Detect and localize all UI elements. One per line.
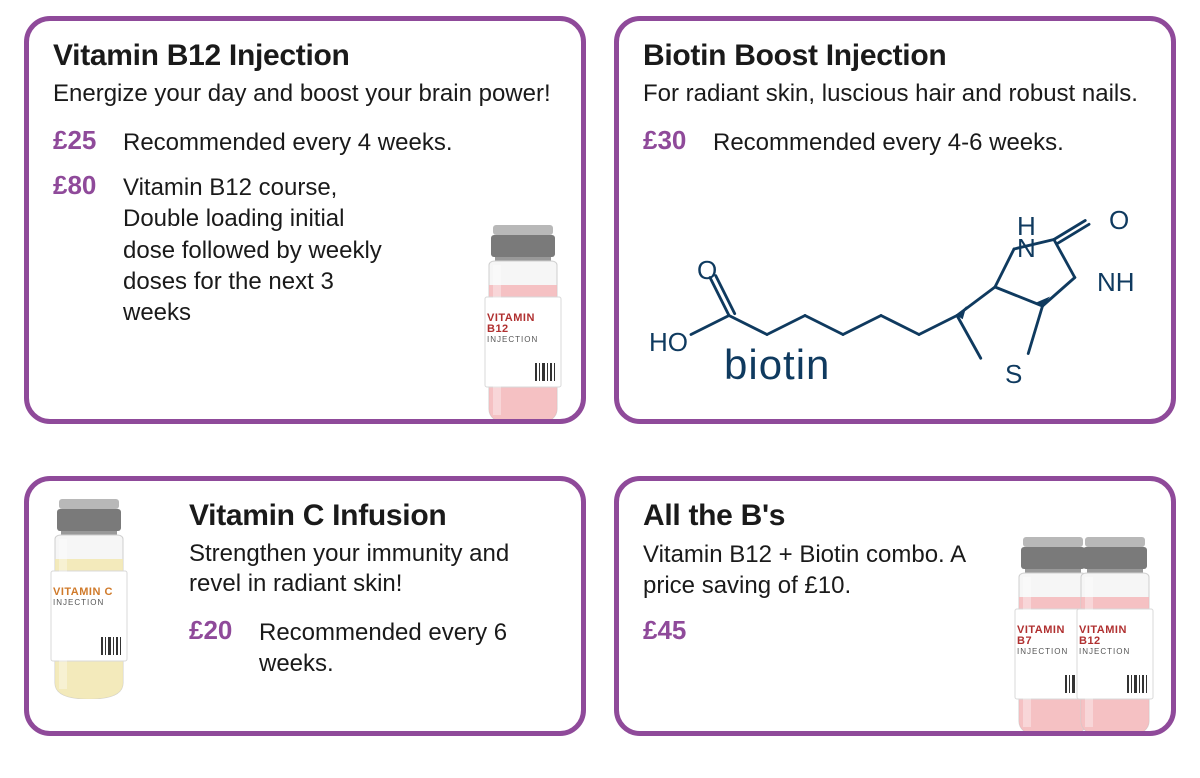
card-title: Biotin Boost Injection [643, 39, 1147, 73]
atom-o: O [697, 255, 717, 286]
price-desc: Recommended every 4-6 weeks. [713, 125, 1064, 158]
card-vitamin-c: VITAMIN C INJECTION Vitamin C Infusion S… [24, 476, 586, 736]
card-vitamin-b12: Vitamin B12 Injection Energize your day … [24, 16, 586, 424]
price-value: £30 [643, 125, 699, 156]
card-biotin: Biotin Boost Injection For radiant skin,… [614, 16, 1176, 424]
card-tagline: Strengthen your immunity and revel in ra… [189, 539, 557, 599]
atom-s: S [1005, 359, 1022, 390]
card-all-the-bs: All the B's Vitamin B12 + Biotin combo. … [614, 476, 1176, 736]
card-title: All the B's [643, 499, 1147, 533]
price-row: £20 Recommended every 6 weeks. [189, 615, 557, 679]
card-title: Vitamin C Infusion [189, 499, 557, 533]
card-title: Vitamin B12 Injection [53, 39, 557, 73]
atom-nh: NH [1097, 267, 1135, 298]
biotin-molecule-icon: OHOHNONHSbiotin [649, 211, 1151, 401]
vial-icon: VITAMIN C INJECTION [39, 499, 139, 699]
atom-o2: O [1109, 205, 1129, 236]
price-row: £30 Recommended every 4-6 weeks. [643, 125, 1147, 158]
card-body: Vitamin B12 + Biotin combo. A price savi… [643, 539, 1003, 601]
price-row: £25 Recommended every 4 weeks. [53, 125, 557, 158]
pricing-grid: Vitamin B12 Injection Energize your day … [0, 0, 1200, 752]
card-tagline: Energize your day and boost your brain p… [53, 79, 557, 109]
atom-n: N [1017, 233, 1036, 264]
card-tagline: For radiant skin, luscious hair and robu… [643, 79, 1147, 109]
molecule-label: biotin [724, 341, 830, 389]
vial-icon: VITAMIN B12 INJECTION [1065, 537, 1165, 736]
price-value: £20 [189, 615, 245, 646]
price-desc: Vitamin B12 course, Double loading initi… [123, 170, 403, 328]
price-desc: Recommended every 6 weeks. [259, 615, 557, 679]
price-value: £25 [53, 125, 109, 156]
atom-ho: HO [649, 327, 688, 358]
vial-icon: VITAMIN B12 INJECTION [473, 225, 573, 424]
price-value: £80 [53, 170, 109, 201]
price-desc: Recommended every 4 weeks. [123, 125, 452, 158]
